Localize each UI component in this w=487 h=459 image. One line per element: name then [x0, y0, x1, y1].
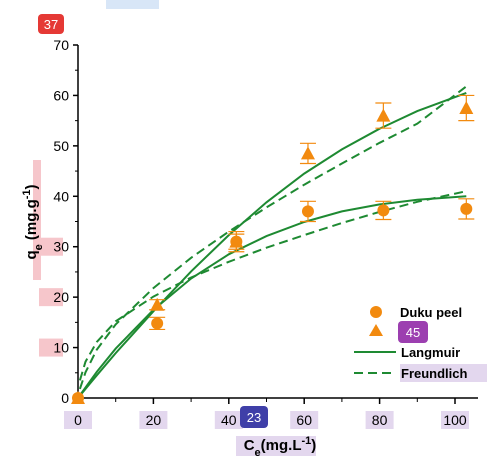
y-tick-label: 10	[53, 340, 69, 356]
badge-45: 45	[398, 321, 428, 343]
triangle-point	[150, 297, 165, 311]
y-tick-label: 70	[53, 37, 69, 53]
y-tick-label: 60	[53, 87, 69, 103]
badge-23-label: 23	[247, 410, 261, 425]
x-tick-label-highlight	[290, 411, 319, 429]
legend-label-langmuir: Langmuir	[401, 345, 460, 360]
triangle-point	[376, 108, 391, 122]
x-tick-label-highlight	[441, 411, 469, 429]
circle-point	[460, 202, 473, 215]
x-tick-label: 0	[74, 412, 82, 428]
badge-45-bg	[398, 321, 428, 343]
y-tick-label: 40	[53, 188, 69, 204]
x-tick-label-highlight	[365, 411, 394, 429]
freundlich-curve	[78, 85, 467, 390]
highlight-top	[106, 0, 159, 9]
x-tick-label: 80	[372, 412, 388, 428]
highlight-x-label	[236, 436, 316, 456]
legend: Duku peel Langmuir Freundlich	[354, 305, 468, 381]
x-tick-label: 40	[221, 412, 237, 428]
legend-label-duku: Duku peel	[400, 305, 462, 320]
legend-label-freundlich: Freundlich	[401, 366, 468, 381]
x-tick-label-highlight	[64, 411, 92, 429]
y-axis-title-unit: (mg.g	[23, 199, 40, 244]
y-tick-label: 30	[53, 239, 69, 255]
x-tick-label: 60	[296, 412, 312, 428]
triangle-point	[459, 101, 474, 115]
x-axis-title-close: )	[311, 437, 316, 454]
x-axis-title: Ce(mg.L-1)	[244, 435, 317, 459]
y-axis-title: qe (mg.g-1)	[21, 184, 45, 259]
x-axis-title-sup: -1	[302, 435, 312, 447]
legend-circle-marker	[370, 306, 382, 318]
y-axis-title-sub: e	[33, 244, 45, 250]
triangle-point	[71, 391, 85, 404]
highlight-freundlich	[400, 364, 487, 382]
x-axis-title-unit: (mg.L	[261, 437, 302, 454]
triangle-point	[229, 234, 244, 248]
badge-45-label: 45	[406, 325, 420, 340]
x-axis-title-main: C	[244, 437, 255, 454]
langmuir-curve	[77, 195, 467, 399]
triangle-point	[300, 146, 315, 160]
x-tick-label: 20	[146, 412, 162, 428]
badge-37-bg	[38, 14, 64, 34]
y-axis-title-close: )	[23, 184, 40, 189]
y-tick-label: 20	[53, 289, 69, 305]
y-tick-label: 0	[61, 390, 69, 406]
circle-point	[377, 204, 390, 217]
y-axis-title-main: q	[23, 250, 40, 259]
y-tick-label: 50	[53, 138, 69, 154]
badge-37: 37	[38, 14, 64, 34]
x-tick-label: 100	[443, 412, 467, 428]
y-ticks: 0 10 20 30 40 50 60 70	[39, 37, 78, 406]
badge-23-bg	[240, 406, 268, 428]
y-tick-label-highlight	[39, 338, 63, 357]
x-ticks: 0 20 40 60 80 100	[64, 398, 469, 429]
legend-triangle-marker	[369, 324, 383, 336]
x-tick-label-highlight	[214, 411, 243, 429]
y-tick-label-highlight	[39, 237, 63, 256]
circle-point	[301, 205, 314, 218]
highlight-y-label	[33, 160, 41, 280]
x-tick-label-highlight	[139, 411, 168, 429]
x-axis-title-sub: e	[255, 447, 261, 459]
badge-23: 23	[240, 406, 268, 428]
y-axis-title-sup: -1	[21, 189, 33, 199]
y-tick-label-highlight	[39, 288, 63, 307]
circle-point	[151, 317, 164, 330]
badge-37-label: 37	[44, 17, 58, 32]
data-markers	[71, 94, 475, 404]
